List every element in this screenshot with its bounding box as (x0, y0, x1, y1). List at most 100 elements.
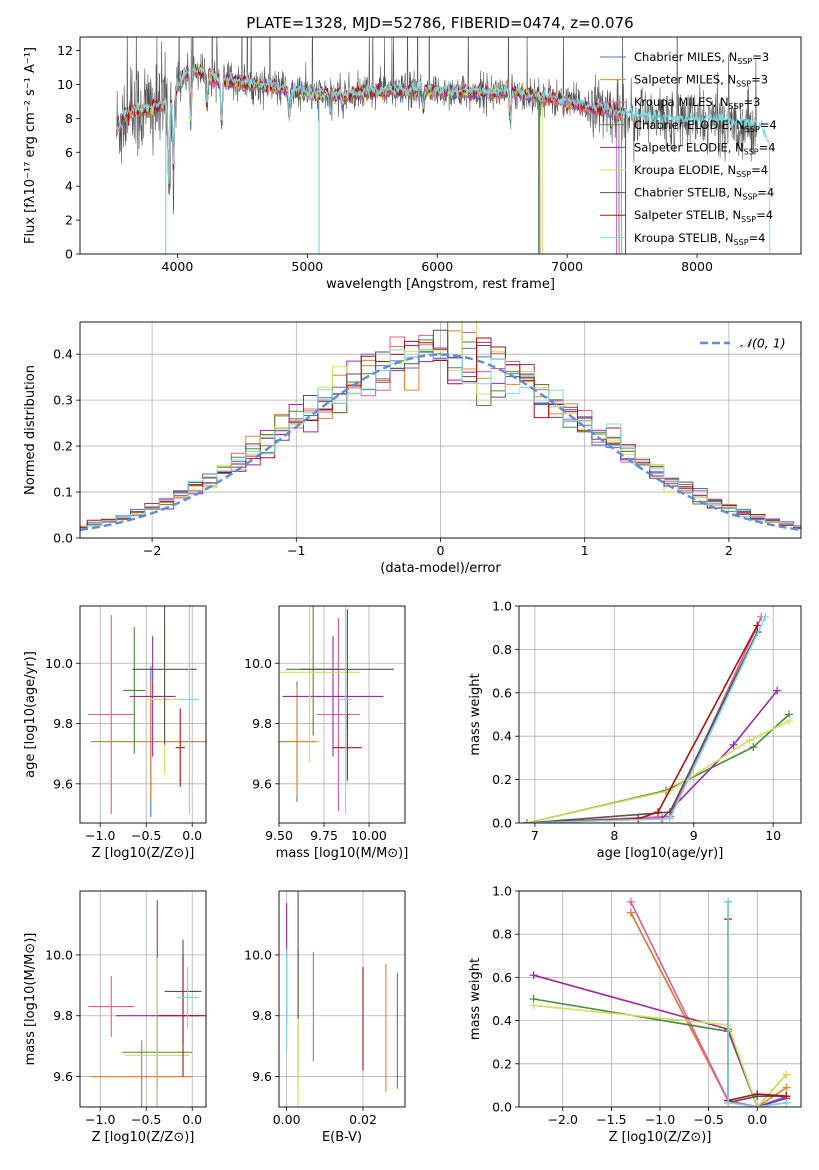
plot-area-mass_weight_vs_age (522, 612, 794, 823)
panel-mass_weight_vs_Z: −2.0 −1.5 −1.0 −0.5 0.0 0.0 0.2 0.4 0.6 0.8 1.0 Z [… (468, 884, 802, 1145)
y-axis-label: Flux [fλ10⁻¹⁷ erg cm⁻² s⁻¹ A⁻¹] (23, 47, 38, 244)
legend-label: Chabrier STELIB, N (634, 186, 742, 200)
panels: 4000 5000 6000 7000 8000024681012wavelength … (23, 36, 802, 1145)
x-tick-label: 6000 (421, 259, 453, 274)
histogram-kroupa-miles (80, 332, 801, 530)
axes-frame (79, 605, 207, 824)
legend-sub: SSP (744, 147, 759, 156)
legend-entry: Salpeter ELODIE, NSSP=4 (634, 140, 776, 156)
plot-area-age_vs_mass (279, 606, 395, 814)
x-tick-label: −2.0 (548, 1112, 578, 1127)
x-tick-label: −1 (287, 543, 305, 558)
legend-entry: Chabrier STELIB, NSSP=4 (634, 186, 774, 202)
y-tick-label: 9.6 (53, 776, 73, 791)
x-tick-label: −0.5 (131, 828, 161, 843)
legend-entry: Salpeter MILES, NSSP=3 (634, 73, 768, 89)
legend-entry: Kroupa MILES, NSSP=3 (634, 95, 760, 111)
y-tick-label: 0.2 (492, 772, 512, 787)
panel-age_vs_mass: 9.50 9.75 10.00 9.6 9.8 10.0 mass [log10(M/M⊙)… (244, 605, 408, 861)
legend-sub: SSP (745, 125, 760, 134)
axes-frame (79, 36, 802, 255)
legend-entry: Salpeter STELIB, NSSP=4 (634, 208, 773, 224)
x-tick-label: 2 (725, 543, 733, 558)
legend-sub: SSP (741, 215, 756, 224)
histogram-chabrier-elodie (80, 322, 801, 528)
y-tick-label: 10.0 (244, 656, 272, 671)
legend-entry: 𝒩(0, 1) (740, 336, 786, 351)
x-axis-label: (data-model)/error (380, 561, 501, 576)
y-tick-label: 9.8 (252, 716, 272, 731)
legend-label: Kroupa MILES, N (634, 95, 729, 109)
legend-suffix: =3 (752, 50, 769, 64)
x-tick-label: 10.00 (351, 828, 387, 843)
y-tick-label: 0 (65, 247, 73, 262)
legend-label: Salpeter ELODIE, N (634, 140, 744, 154)
legend-sub: SSP (729, 102, 744, 111)
axes-frame (518, 605, 802, 824)
plot-area-mass_weight_vs_Z (529, 897, 791, 1107)
legend-label: Kroupa ELODIE, N (634, 163, 736, 177)
legend-suffix: =4 (757, 186, 774, 200)
x-tick-label: 5000 (291, 259, 323, 274)
y-tick-label: 9.6 (252, 776, 272, 791)
y-tick-label: 0.0 (53, 531, 73, 546)
x-tick-label: 0.0 (182, 1112, 202, 1127)
y-tick-label: 10.0 (244, 947, 272, 962)
x-tick-label: 9.75 (310, 828, 338, 843)
legend-label: Salpeter MILES, N (634, 73, 736, 87)
x-tick-label: 4000 (162, 259, 194, 274)
y-tick-label: 0.3 (53, 393, 73, 408)
y-tick-label: 0.2 (492, 1056, 512, 1071)
legend-suffix: =4 (760, 118, 777, 132)
legend-entry: Kroupa ELODIE, NSSP=4 (634, 163, 768, 179)
plot-area-mass_vs_ebv (286, 891, 398, 1107)
figure-title: PLATE=1328, MJD=52786, FIBERID=0474, z=0… (246, 14, 633, 32)
panel-residuals: −2 −1 0 1 2 0.0 0.1 0.2 0.3 0.4 (data-model)/error… (23, 321, 802, 576)
y-tick-label: 9.8 (53, 716, 73, 731)
y-tick-label: 0.6 (492, 685, 512, 700)
x-tick-label: 8000 (681, 259, 713, 274)
histogram-salpeter-elodie (80, 341, 801, 529)
y-tick-label: 1.0 (492, 884, 512, 899)
panel-spectrum: 4000 5000 6000 7000 8000 0 2 4 6 8 10 12 wavelength … (23, 36, 802, 292)
y-tick-label: 0.4 (53, 347, 73, 362)
y-tick-label: 10.0 (45, 947, 73, 962)
x-tick-label: −1.5 (596, 1112, 626, 1127)
x-tick-label: −1.0 (85, 828, 115, 843)
x-axis-label: Z [log10(Z/Z⊙)] (609, 1130, 712, 1145)
y-axis-label: mass [log10(M/M⊙)] (23, 933, 38, 1066)
x-axis-label: E(B-V) (322, 1130, 362, 1145)
y-tick-label: 1.0 (492, 599, 512, 614)
legend-sub: SSP (737, 57, 752, 66)
legend-label: Kroupa STELIB, N (634, 231, 734, 245)
y-tick-label: 9.6 (53, 1069, 73, 1084)
legend-label: Chabrier MILES, N (634, 50, 737, 64)
x-tick-label: 1 (581, 543, 589, 558)
panel-mass_vs_ebv: 0.00 0.02 9.6 9.8 10.0 E(B-V) (244, 890, 406, 1145)
x-tick-label: 0.0 (747, 1112, 767, 1127)
weight-line-kroupa-stelib (727, 901, 787, 1107)
x-tick-label: −1.0 (645, 1112, 675, 1127)
y-tick-label: 9.8 (252, 1008, 272, 1023)
x-axis-label: Z [log10(Z/Z⊙)] (92, 1130, 195, 1145)
panel-mass_vs_Z: −1.0 −0.5 0.0 9.6 9.8 10.0 Z [log10(Z/Z⊙)] mass… (23, 890, 207, 1145)
legend-label: Salpeter STELIB, N (634, 208, 741, 222)
normal-curve (80, 353, 801, 532)
y-tick-label: 6 (65, 145, 73, 160)
x-tick-label: −0.5 (693, 1112, 723, 1127)
x-tick-label: 9.50 (265, 828, 293, 843)
y-tick-label: 0.4 (492, 1013, 512, 1028)
axes-frame (278, 605, 406, 824)
legend-suffix: =4 (759, 140, 776, 154)
axes-frame (278, 890, 406, 1108)
plot-area-spectrum (115, 37, 771, 254)
x-axis-label: Z [log10(Z/Z⊙)] (92, 846, 195, 861)
x-tick-label: 10 (765, 828, 781, 843)
y-tick-label: 0.8 (492, 642, 512, 657)
y-tick-label: 0.0 (492, 1100, 512, 1115)
y-axis-label: Normed distribution (23, 365, 38, 495)
legend-entry: Kroupa STELIB, NSSP=4 (634, 231, 765, 247)
axes-frame (79, 890, 207, 1108)
weight-line-kroupa-elodie (526, 720, 790, 823)
